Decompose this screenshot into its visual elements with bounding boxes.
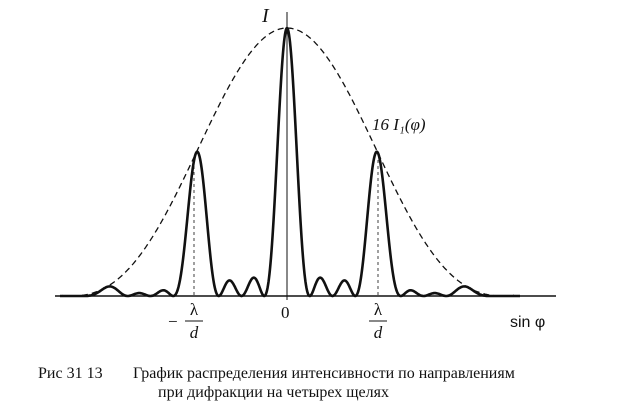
caption-number: Рис 31 13 — [38, 365, 103, 382]
envelope-curve — [61, 27, 515, 297]
lambda: λ — [374, 300, 383, 319]
origin-label: 0 — [281, 303, 290, 322]
y-axis-label: I — [261, 5, 270, 27]
d: d — [374, 323, 383, 342]
d: d — [190, 323, 199, 342]
x-axis-label: sin φ — [510, 314, 545, 331]
intensity-curve — [60, 26, 520, 298]
caption-line: при дифракции на четырех щелях — [158, 384, 389, 401]
lambda: λ — [190, 300, 199, 319]
envelope-label: 16 I₁(φ) — [372, 115, 426, 134]
minus-sign: − — [168, 312, 178, 331]
caption-line: График распределения интенсивности по на… — [133, 365, 515, 382]
